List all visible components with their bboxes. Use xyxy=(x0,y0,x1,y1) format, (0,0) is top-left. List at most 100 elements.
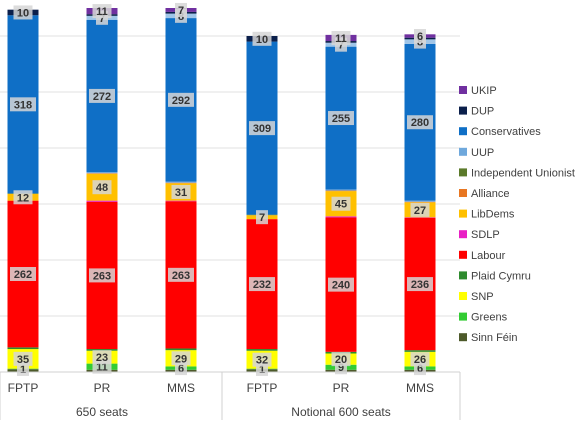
data-label-box xyxy=(407,115,433,130)
data-label: 45 xyxy=(335,199,347,211)
data-label: 27 xyxy=(414,205,426,217)
bar-segment xyxy=(246,349,278,351)
legend-label: DUP xyxy=(471,106,494,118)
data-label: 48 xyxy=(96,182,108,194)
legend-swatch xyxy=(459,106,467,115)
data-label: 6 xyxy=(178,363,184,375)
data-label-box xyxy=(249,121,275,136)
legend-label: UUP xyxy=(471,147,494,159)
data-labels: 1352621231810112326348272711629263312928… xyxy=(10,2,433,376)
legend-label: Alliance xyxy=(471,188,510,200)
data-label-box xyxy=(171,351,191,366)
x-tick-label: PR xyxy=(333,381,350,395)
data-label-box xyxy=(89,268,115,283)
legend-swatch xyxy=(459,209,467,218)
bar-segment xyxy=(325,190,357,192)
legend-label: Plaid Cymru xyxy=(471,270,531,282)
data-label: 240 xyxy=(332,280,350,292)
legend-swatch xyxy=(459,250,467,259)
data-label: 11 xyxy=(335,33,347,45)
bar-segment xyxy=(86,200,118,202)
data-label-box xyxy=(407,277,433,292)
data-label: 32 xyxy=(256,355,268,367)
bar-segment xyxy=(165,181,197,183)
data-label: 35 xyxy=(17,354,29,366)
legend-label: Greens xyxy=(471,312,508,324)
data-label: 292 xyxy=(172,95,190,107)
data-label-box xyxy=(89,88,115,103)
data-label-box xyxy=(92,350,112,365)
data-label-box xyxy=(13,5,33,20)
data-label-box xyxy=(175,2,187,17)
data-label-box xyxy=(414,29,426,43)
bar-segment xyxy=(325,216,357,218)
stacked-bars xyxy=(7,8,436,372)
legend-label: Labour xyxy=(471,250,506,262)
data-label-box xyxy=(92,4,112,19)
legend-label: LibDems xyxy=(471,209,515,221)
data-label: 6 xyxy=(417,31,423,43)
data-label: 31 xyxy=(175,187,187,199)
data-label: 1 xyxy=(259,364,265,376)
legend-swatch xyxy=(459,168,467,177)
x-tick-label: MMS xyxy=(167,381,195,395)
bar-segment xyxy=(404,201,436,203)
data-label-box xyxy=(168,92,194,107)
data-label: 11 xyxy=(96,6,108,18)
x-tick-label: MMS xyxy=(406,381,434,395)
data-label: 12 xyxy=(17,192,29,204)
data-label: 255 xyxy=(332,113,350,125)
legend-label: SNP xyxy=(471,291,494,303)
data-label: 263 xyxy=(172,270,190,282)
x-axis: FPTP PR MMS FPTP PR MMS 650 seats Notional 600 … xyxy=(0,371,461,420)
bar-segment xyxy=(165,182,197,184)
x-tick-label: FPTP xyxy=(247,381,278,395)
legend-label: UKIP xyxy=(471,85,497,97)
data-label: 20 xyxy=(335,354,347,366)
data-label: 11 xyxy=(96,362,108,374)
data-label: 7 xyxy=(338,40,344,52)
bar-segment xyxy=(404,200,436,202)
data-label: 6 xyxy=(417,363,423,375)
bar-segment xyxy=(404,217,436,218)
legend-swatch xyxy=(459,230,467,239)
data-label-box xyxy=(410,202,430,217)
data-label: 9 xyxy=(338,362,344,374)
data-label-box xyxy=(410,352,430,367)
x-tick-label: PR xyxy=(94,381,111,395)
data-label-box xyxy=(331,196,351,211)
data-label: 1 xyxy=(20,364,26,376)
data-label: 318 xyxy=(14,99,32,111)
data-label: 262 xyxy=(14,269,32,281)
legend-label: SDLP xyxy=(471,229,500,241)
bar-segment xyxy=(86,349,118,351)
data-label: 236 xyxy=(411,279,429,291)
data-label-box xyxy=(331,352,351,367)
legend: UKIP DUP Conservatives UUP Independent Union… xyxy=(459,85,575,344)
data-label-box xyxy=(10,267,36,281)
x-tick-label: FPTP xyxy=(8,381,39,395)
data-label-box xyxy=(13,190,33,205)
group-label: 650 seats xyxy=(76,405,128,419)
bar-segment xyxy=(325,189,357,191)
data-label-box xyxy=(328,111,354,126)
legend-swatch xyxy=(459,189,467,197)
data-label-box xyxy=(13,351,33,366)
data-label: 263 xyxy=(93,270,111,282)
data-label: 10 xyxy=(17,7,29,19)
data-label-box xyxy=(252,352,272,367)
bar-segment xyxy=(165,348,197,351)
data-label: 7 xyxy=(99,13,105,25)
data-label: 280 xyxy=(411,117,429,129)
data-label: 23 xyxy=(96,352,108,364)
legend-swatch xyxy=(459,86,467,94)
legend-label: Sinn Féin xyxy=(471,332,517,344)
data-label-box xyxy=(331,30,351,45)
legend-swatch xyxy=(459,292,467,300)
data-label: 7 xyxy=(178,5,184,17)
data-label-box xyxy=(256,210,268,225)
data-label: 26 xyxy=(414,354,426,366)
data-label-box xyxy=(92,180,112,195)
legend-label: Independent Unionist xyxy=(471,167,575,179)
